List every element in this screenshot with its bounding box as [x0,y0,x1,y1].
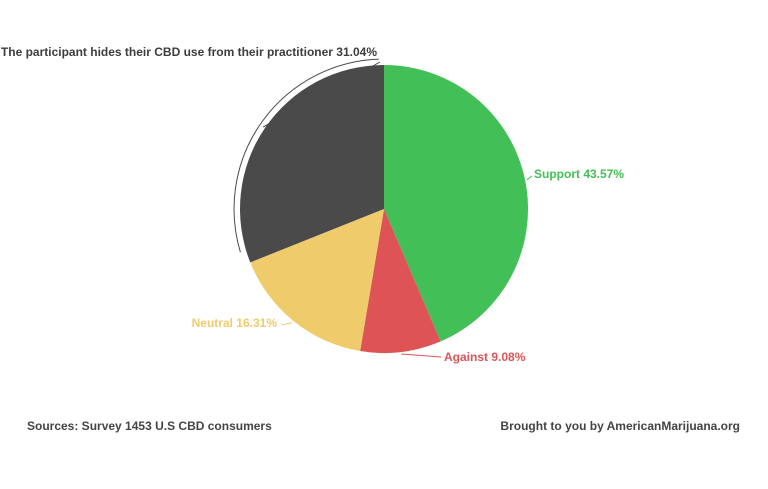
slice-label: Support 43.57% [534,167,624,181]
slice-label: Against 9.08% [444,350,526,364]
pie-slice-neutral[interactable] [250,209,384,352]
credit-link[interactable]: Brought to you by AmericanMarijuana.org [500,419,740,433]
leader-line [526,175,533,181]
pie-slice-support[interactable] [384,65,529,342]
source-note: Sources: Survey 1453 U.S CBD consumers [27,419,272,433]
leader-line [280,322,293,326]
slice-bracket [233,58,379,253]
pie-slice-the[interactable] [240,65,384,263]
leader-line [401,353,442,358]
pie-slice-against[interactable] [360,209,441,354]
leader-line [262,61,381,128]
slice-label: The participant hides their CBD use from… [1,45,377,59]
slice-label: Neutral 16.31% [192,316,278,330]
